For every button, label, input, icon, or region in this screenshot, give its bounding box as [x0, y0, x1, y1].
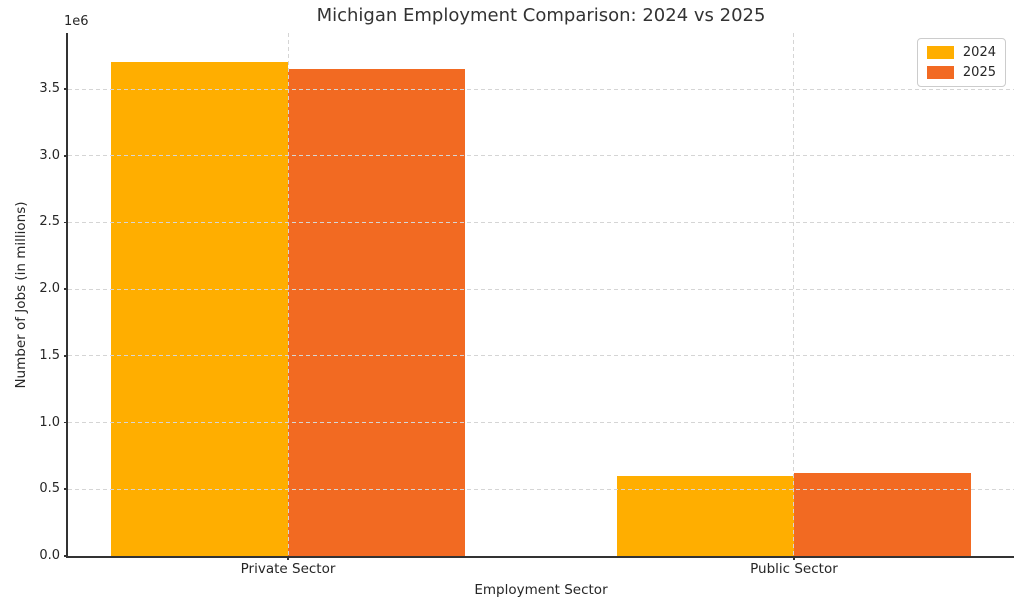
legend-swatch-2025 [926, 66, 954, 79]
x-axis-spine [66, 556, 1014, 558]
x-axis-label: Employment Sector [474, 582, 608, 598]
bar-2024-private-sector [111, 62, 289, 556]
h-gridline [68, 488, 1014, 490]
y-tick-mark [64, 221, 68, 224]
h-gridline [68, 155, 1014, 157]
x-tick-label-public-sector: Public Sector [750, 561, 838, 577]
h-gridline [68, 355, 1014, 357]
x-tick-label-private-sector: Private Sector [240, 561, 336, 577]
chart-title: Michigan Employment Comparison: 2024 vs … [316, 5, 766, 26]
y-axis-spine [66, 33, 68, 558]
y-axis-offset-label: 1e6 [64, 14, 89, 29]
y-tick-label: 0.5 [39, 481, 60, 497]
v-gridline [287, 33, 289, 556]
y-tick-mark [64, 488, 68, 491]
y-tick-label: 1.0 [39, 414, 60, 430]
bar-2025-public-sector [793, 473, 971, 556]
h-gridline [68, 88, 1014, 90]
y-tick-label: 0.0 [39, 548, 60, 563]
y-tick-label: 2.5 [39, 214, 60, 230]
y-tick-label: 3.5 [39, 81, 60, 97]
y-tick-mark [64, 88, 68, 90]
x-tick-mark [287, 556, 289, 560]
y-tick-label: 3.0 [39, 147, 60, 163]
legend-label-2024: 2024 [962, 45, 996, 60]
legend-label-2025: 2025 [962, 65, 996, 80]
legend-entry-2025: 2025 [926, 65, 996, 80]
legend: 2024 2025 [916, 38, 1006, 87]
y-tick-label: 1.5 [39, 347, 60, 363]
h-gridline [68, 422, 1014, 424]
y-tick-mark [64, 421, 68, 424]
legend-swatch-2024 [926, 46, 954, 59]
y-tick-mark [64, 288, 68, 290]
h-gridline [68, 221, 1014, 223]
x-tick-mark [793, 556, 795, 560]
y-tick-mark [64, 355, 68, 357]
legend-entry-2024: 2024 [926, 45, 996, 60]
y-tick-mark [64, 555, 68, 557]
h-gridline [68, 288, 1014, 290]
y-tick-label: 2.0 [39, 281, 60, 297]
bar-2025-private-sector [288, 69, 466, 556]
y-tick-mark [64, 154, 68, 157]
v-gridline [793, 33, 795, 556]
